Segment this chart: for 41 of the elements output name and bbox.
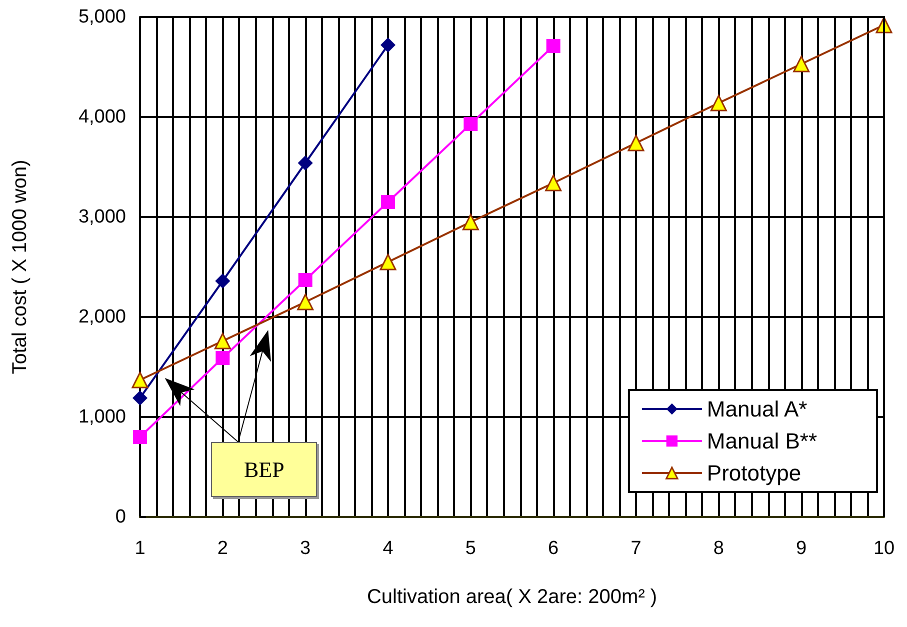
x-tick-label: 7 [630,538,642,559]
point [132,372,148,388]
point [298,156,313,170]
point [380,38,396,52]
point [216,351,230,365]
point [132,390,148,406]
legend-label: Manual A* [706,396,808,422]
point [462,214,479,230]
x-tick-label: 6 [548,538,559,559]
x-tick-label: 9 [796,538,807,559]
y-tick-label: 5,000 [78,6,126,28]
point [710,94,727,112]
point [298,273,312,287]
x-tick-label: 5 [465,538,476,559]
point [133,430,147,444]
y-tick-label: 2,000 [78,306,126,328]
y-tick-label: 0 [115,506,126,528]
legend-label: Manual B** [706,428,818,454]
annotation: BEP [211,442,318,497]
point [380,254,396,270]
point [628,134,644,152]
y-tick-label: 3,000 [78,206,126,228]
legend-label: Prototype [706,460,802,486]
x-tick-label: 4 [382,538,394,559]
y-tick-label: 4,000 [78,106,126,128]
x-tick-label: 3 [300,538,311,559]
x-tick-label: 2 [217,538,228,559]
point [215,274,230,288]
point [381,195,395,209]
y-axis-title: Total cost ( X 1000 won) [9,160,31,374]
x-tick-label: 10 [873,538,895,559]
point [545,174,562,192]
point [546,39,560,53]
point [214,332,231,350]
x-tick-label: 1 [134,538,146,559]
point [793,56,810,72]
x-axis-title: Cultivation area( X 2are: 200m² ) [366,586,658,608]
y-tick-label: 1,000 [78,406,126,428]
x-tick-label: 8 [713,538,724,559]
point [297,294,314,310]
point [464,117,478,131]
